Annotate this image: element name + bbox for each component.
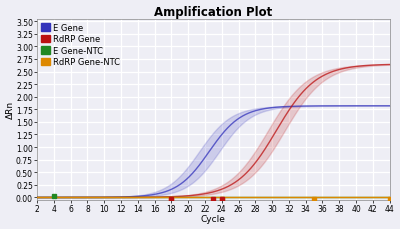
Y-axis label: ΔRn: ΔRn	[6, 101, 14, 119]
Legend: E Gene, RdRP Gene, E Gene-NTC, RdRP Gene-NTC: E Gene, RdRP Gene, E Gene-NTC, RdRP Gene…	[40, 22, 122, 69]
X-axis label: Cycle: Cycle	[201, 215, 226, 224]
Title: Amplification Plot: Amplification Plot	[154, 5, 272, 19]
